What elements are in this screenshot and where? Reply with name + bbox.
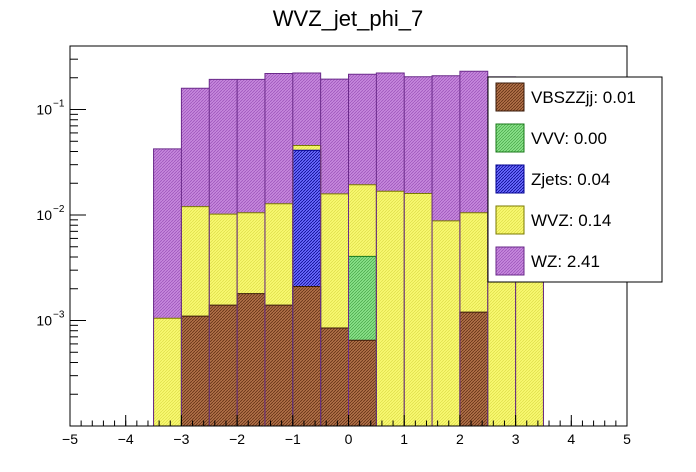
legend-label-zjets: Zjets: 0.04 bbox=[531, 170, 610, 189]
y-axis: 10−310−210−1 bbox=[36, 45, 86, 427]
legend-label-wz: WZ: 2.41 bbox=[531, 252, 600, 271]
bar-vbszzjj-bin-5 bbox=[292, 286, 321, 426]
x-tick-label: 5 bbox=[623, 431, 631, 447]
bar-vbszzjj-bin-7 bbox=[348, 340, 377, 426]
y-tick-exponent: −2 bbox=[53, 204, 65, 215]
bar-vbszzjj-bin-6 bbox=[320, 327, 349, 426]
bar-vbszzjj-bin-4 bbox=[264, 305, 293, 426]
legend-swatch-zjets bbox=[495, 164, 525, 194]
y-tick-label: 10 bbox=[36, 102, 52, 118]
y-tick-exponent: −1 bbox=[53, 99, 65, 110]
outline-vbszzjj bbox=[180, 286, 489, 426]
legend-label-vvv: VVV: 0.00 bbox=[531, 129, 607, 148]
x-tick-label: 2 bbox=[456, 431, 464, 447]
x-axis: −5 −4 −3 −2 −1 0 1 2 3 4 5 bbox=[62, 415, 631, 447]
legend-swatch-vvv bbox=[495, 123, 525, 153]
legend-swatch-wz bbox=[495, 246, 525, 276]
x-tick-label: 1 bbox=[400, 431, 408, 447]
x-tick-label: −4 bbox=[118, 431, 134, 447]
x-tick-label: −1 bbox=[285, 431, 301, 447]
x-tick-label: −3 bbox=[173, 431, 189, 447]
x-tick-label: 3 bbox=[512, 431, 520, 447]
bar-vbszzjj-bin-2 bbox=[209, 305, 238, 426]
x-tick-label: −2 bbox=[229, 431, 245, 447]
bar-vbszzjj-bin-11 bbox=[459, 312, 488, 426]
bar-vbszzjj-bin-3 bbox=[237, 293, 265, 426]
legend-label-wvz: WVZ: 0.14 bbox=[531, 211, 611, 230]
bar-wvz-bin-9 bbox=[404, 193, 433, 426]
x-tick-label: 4 bbox=[567, 431, 575, 447]
y-tick-exponent: −3 bbox=[53, 310, 65, 321]
legend: VBSZZjj: 0.01 VVV: 0.00 Zjets: 0.04 WVZ: 0.… bbox=[487, 76, 663, 283]
y-tick-label: 10 bbox=[36, 207, 52, 223]
y-tick-label: 10 bbox=[36, 313, 52, 329]
series-vbszzjj bbox=[181, 286, 488, 426]
histogram-outlines bbox=[153, 70, 544, 426]
bar-wvz-bin-10 bbox=[432, 220, 460, 426]
legend-swatch-wvz bbox=[495, 205, 525, 235]
legend-swatch-vbszzjj bbox=[495, 82, 525, 112]
histogram-bars bbox=[153, 71, 544, 427]
chart-title: WVZ_jet_phi_7 bbox=[273, 6, 423, 31]
bar-wvz-bin-8 bbox=[376, 191, 405, 426]
bar-wvz-bin-0 bbox=[153, 318, 182, 426]
legend-label-vbszzjj: VBSZZjj: 0.01 bbox=[531, 88, 636, 107]
x-tick-label: −5 bbox=[62, 431, 78, 447]
bar-vbszzjj-bin-1 bbox=[181, 316, 210, 426]
x-tick-label: 0 bbox=[345, 431, 353, 447]
